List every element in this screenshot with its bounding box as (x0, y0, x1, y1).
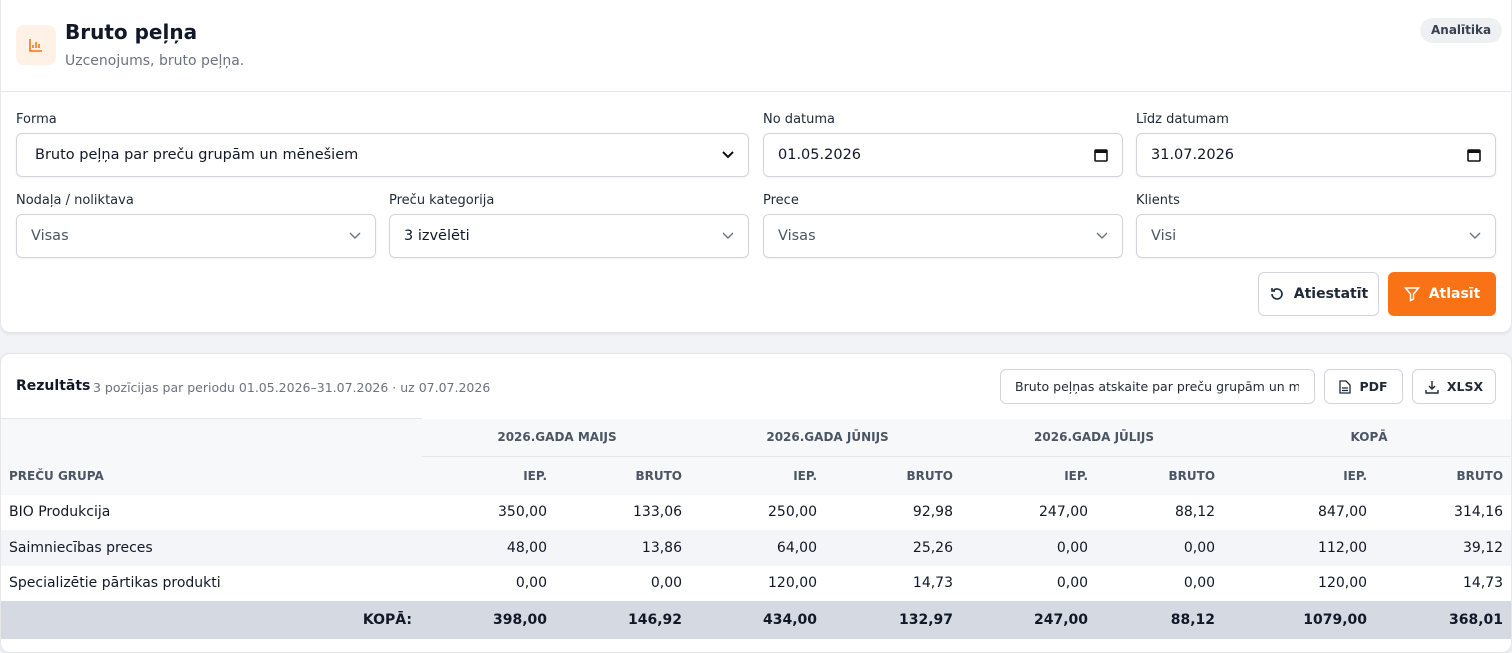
value-cell: 0,00 (650, 575, 683, 592)
page-title: Bruto peļņa (65, 20, 198, 44)
value-cell: 39,12 (1377, 530, 1511, 566)
value-cell: 0,00 (515, 575, 547, 592)
column-header: IEP. (793, 468, 818, 483)
results-card: Rezultāts 3 pozīcijas par periodu 01.05.… (0, 353, 1512, 653)
date-value: 31.07.2026 (1151, 147, 1235, 163)
select-value: Bruto peļņas atskaite par preču grupām u… (1015, 379, 1299, 394)
dropdown-value: Visas (778, 228, 816, 244)
value-cell: 847,00 (1318, 504, 1368, 521)
button-label: Atlasīt (1428, 286, 1481, 302)
value-cell: 92,98 (912, 504, 954, 521)
total-row: KOPĀ: 398,00 146,92 434,00 132,97 247,00 88,12… (1, 601, 1511, 639)
button-label: Atiestatīt (1293, 286, 1369, 302)
total-cell: 398,00 (422, 601, 557, 639)
dropdown-value: Visi (1151, 228, 1177, 244)
value-cell: 247,00 (1039, 504, 1089, 521)
value-cell: 350,00 (498, 504, 547, 521)
button-label: XLSX (1446, 379, 1484, 394)
data-row: Saimniecības preces 48,00 13,86 64,00 25,26 0… (1, 530, 1511, 566)
value-cell: 314,16 (1454, 504, 1504, 521)
value-cell: 14,73 (912, 575, 954, 592)
filter-button[interactable]: Atlasīt (1388, 272, 1496, 316)
report-select[interactable]: Bruto peļņas atskaite par preču grupām u… (1000, 369, 1315, 404)
pdf-button[interactable]: PDF (1324, 369, 1403, 404)
group-cell: Saimniecības preces (1, 530, 422, 566)
field-label: Klients (1136, 193, 1180, 208)
value-cell: 14,73 (1462, 575, 1504, 592)
divider (1, 91, 1512, 92)
results-table: PREČU GRUPA 2026.GADA MAIJS 2026.GADA JŪNI… (1, 418, 1511, 639)
dropdown[interactable]: Visas (763, 214, 1123, 258)
field-label: Nodaļa / noliktava (16, 193, 134, 208)
field-label: Forma (16, 112, 57, 127)
results-summary: 3 pozīcijas par periodu 01.05.2026–31.07… (93, 380, 491, 395)
value-cell: 64,00 (692, 530, 828, 566)
value-cell: 0,00 (1056, 575, 1089, 592)
column-header: BRUTO (1168, 468, 1216, 483)
total-cell: 1079,00 (1225, 601, 1378, 639)
page-subtitle: Uzcenojums, bruto peļņa. (65, 53, 245, 69)
value-cell: 250,00 (768, 504, 818, 521)
form-select[interactable]: Bruto peļņa par preču grupām un mēnešiem (16, 133, 749, 177)
total-label: KOPĀ: (1, 601, 422, 639)
results-title: Rezultāts (16, 378, 91, 394)
value-cell: 133,06 (633, 504, 683, 521)
button-label: PDF (1359, 379, 1388, 394)
value-cell: 13,86 (557, 530, 693, 566)
period-header: 2026.GADA MAIJS (422, 418, 693, 457)
field-label: No datuma (763, 112, 835, 127)
total-cell: 247,00 (963, 601, 1099, 639)
period-header: 2026.GADA JŪNIJS (692, 418, 964, 457)
field-label: Prece (763, 193, 799, 208)
group-cell: BIO Produkcija (9, 504, 111, 521)
value-cell: 25,26 (827, 530, 964, 566)
xlsx-button[interactable]: XLSX (1412, 369, 1496, 404)
period-header: KOPĀ (1225, 418, 1511, 457)
column-header: BRUTO (1456, 468, 1504, 483)
date-input[interactable]: 31.07.2026 (1136, 133, 1496, 177)
data-row: BIO Produkcija 350,00 133,06 250,00 92,98 247… (1, 495, 1511, 531)
date-value: 01.05.2026 (778, 147, 862, 163)
select-value: Bruto peļņa par preču grupām un mēnešiem (35, 147, 359, 163)
total-cell: 434,00 (692, 601, 828, 639)
period-header: 2026.GADA JŪLIJS (963, 418, 1226, 457)
value-cell: 112,00 (1225, 530, 1378, 566)
dropdown[interactable]: Visas (16, 214, 376, 258)
column-header: IEP. (523, 468, 547, 483)
data-row: Specializētie pārtikas produkti 0,00 0,00 1… (1, 566, 1511, 602)
dropdown[interactable]: 3 izvēlēti (389, 214, 749, 258)
value-cell: 120,00 (768, 575, 818, 592)
value-cell: 0,00 (1183, 575, 1216, 592)
total-cell: 88,12 (1098, 601, 1226, 639)
date-input[interactable]: 01.05.2026 (763, 133, 1123, 177)
column-header: IEP. (1343, 468, 1368, 483)
total-cell: 146,92 (557, 601, 693, 639)
report-icon (16, 25, 56, 65)
report-card: Bruto peļņa Uzcenojums, bruto peļņa. Ana… (0, 0, 1512, 333)
reset-button[interactable]: Atiestatīt (1258, 272, 1379, 316)
dropdown-value: 3 izvēlēti (404, 228, 470, 244)
value-cell: 0,00 (963, 530, 1099, 566)
total-cell: 132,97 (827, 601, 964, 639)
group-cell: Specializētie pārtikas produkti (9, 575, 221, 592)
total-cell: 368,01 (1377, 601, 1511, 639)
column-header: BRUTO (906, 468, 954, 483)
header-row: PREČU GRUPA 2026.GADA MAIJS 2026.GADA JŪNI… (1, 418, 1511, 495)
field-label: Preču kategorija (389, 193, 495, 208)
value-cell: 48,00 (422, 530, 557, 566)
column-header: BRUTO (635, 468, 683, 483)
dropdown-value: Visas (31, 228, 69, 244)
column-header: IEP. (1064, 468, 1089, 483)
badge: Analītika (1420, 18, 1503, 43)
dropdown[interactable]: Visi (1136, 214, 1496, 258)
value-cell: 88,12 (1174, 504, 1216, 521)
field-label: Līdz datumam (1136, 112, 1229, 127)
header-cell: PREČU GRUPA (1, 418, 422, 495)
value-cell: 0,00 (1098, 530, 1226, 566)
value-cell: 120,00 (1318, 575, 1368, 592)
